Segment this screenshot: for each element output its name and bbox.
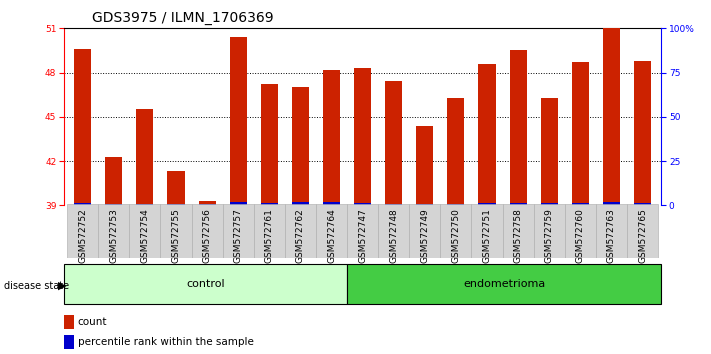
Text: GSM572747: GSM572747 xyxy=(358,208,367,263)
Bar xyxy=(98,204,129,258)
Bar xyxy=(292,202,309,205)
Text: ▶: ▶ xyxy=(58,281,67,291)
Bar xyxy=(540,98,558,205)
Bar xyxy=(230,202,247,205)
Bar xyxy=(285,204,316,258)
Bar xyxy=(105,204,122,205)
Bar xyxy=(416,126,434,205)
Bar xyxy=(603,28,620,205)
Text: GDS3975 / ILMN_1706369: GDS3975 / ILMN_1706369 xyxy=(92,11,274,25)
Text: GSM572751: GSM572751 xyxy=(483,208,491,263)
Bar xyxy=(67,204,98,258)
Text: GSM572764: GSM572764 xyxy=(327,208,336,263)
Bar xyxy=(385,81,402,205)
Text: GSM572750: GSM572750 xyxy=(451,208,461,263)
Bar xyxy=(534,204,565,258)
Text: GSM572756: GSM572756 xyxy=(203,208,212,263)
Text: GSM572758: GSM572758 xyxy=(513,208,523,263)
Text: GSM572763: GSM572763 xyxy=(607,208,616,263)
Bar xyxy=(447,98,464,205)
Bar xyxy=(198,201,215,205)
Bar xyxy=(254,204,285,258)
Text: disease state: disease state xyxy=(4,281,69,291)
Bar xyxy=(479,203,496,205)
Text: GSM572760: GSM572760 xyxy=(576,208,585,263)
Bar xyxy=(223,204,254,258)
Bar xyxy=(261,84,278,205)
Bar xyxy=(440,204,471,258)
Bar xyxy=(596,204,627,258)
Bar xyxy=(354,68,371,205)
Bar xyxy=(510,202,527,205)
Bar xyxy=(634,203,651,205)
Bar xyxy=(378,204,410,258)
Bar xyxy=(74,49,91,205)
Bar xyxy=(510,51,527,205)
Bar xyxy=(198,204,215,205)
Bar xyxy=(323,202,340,205)
Text: GSM572761: GSM572761 xyxy=(264,208,274,263)
Bar xyxy=(74,202,91,205)
Bar xyxy=(64,335,74,348)
Text: GSM572754: GSM572754 xyxy=(140,208,149,263)
Bar xyxy=(105,157,122,205)
Bar xyxy=(347,204,378,258)
Bar xyxy=(565,204,596,258)
Text: GSM572757: GSM572757 xyxy=(234,208,242,263)
Bar xyxy=(64,264,347,304)
Bar xyxy=(603,202,620,205)
Text: GSM572759: GSM572759 xyxy=(545,208,554,263)
Bar xyxy=(410,204,440,258)
Bar xyxy=(292,87,309,205)
Text: GSM572752: GSM572752 xyxy=(78,208,87,263)
Bar xyxy=(323,70,340,205)
Text: percentile rank within the sample: percentile rank within the sample xyxy=(77,337,254,347)
Bar xyxy=(503,204,534,258)
Bar xyxy=(634,61,651,205)
Text: control: control xyxy=(186,279,225,289)
Bar xyxy=(161,204,191,258)
Text: GSM572762: GSM572762 xyxy=(296,208,305,263)
Text: GSM572749: GSM572749 xyxy=(420,208,429,263)
Bar xyxy=(64,315,74,329)
Bar xyxy=(167,171,185,205)
Bar xyxy=(137,109,154,205)
Bar xyxy=(230,37,247,205)
Text: GSM572755: GSM572755 xyxy=(171,208,181,263)
Text: GSM572753: GSM572753 xyxy=(109,208,118,263)
Bar xyxy=(129,204,161,258)
Bar xyxy=(572,203,589,205)
Bar xyxy=(347,264,661,304)
Bar xyxy=(167,204,185,205)
Text: GSM572765: GSM572765 xyxy=(638,208,647,263)
Bar xyxy=(261,203,278,205)
Bar xyxy=(354,203,371,205)
Text: count: count xyxy=(77,318,107,327)
Bar xyxy=(316,204,347,258)
Bar xyxy=(572,62,589,205)
Bar xyxy=(191,204,223,258)
Bar xyxy=(471,204,503,258)
Text: endometrioma: endometrioma xyxy=(463,279,545,289)
Bar xyxy=(416,204,434,205)
Bar xyxy=(137,204,154,205)
Text: GSM572748: GSM572748 xyxy=(389,208,398,263)
Bar xyxy=(540,203,558,205)
Bar xyxy=(627,204,658,258)
Bar xyxy=(479,64,496,205)
Bar xyxy=(447,204,464,205)
Bar xyxy=(385,204,402,205)
